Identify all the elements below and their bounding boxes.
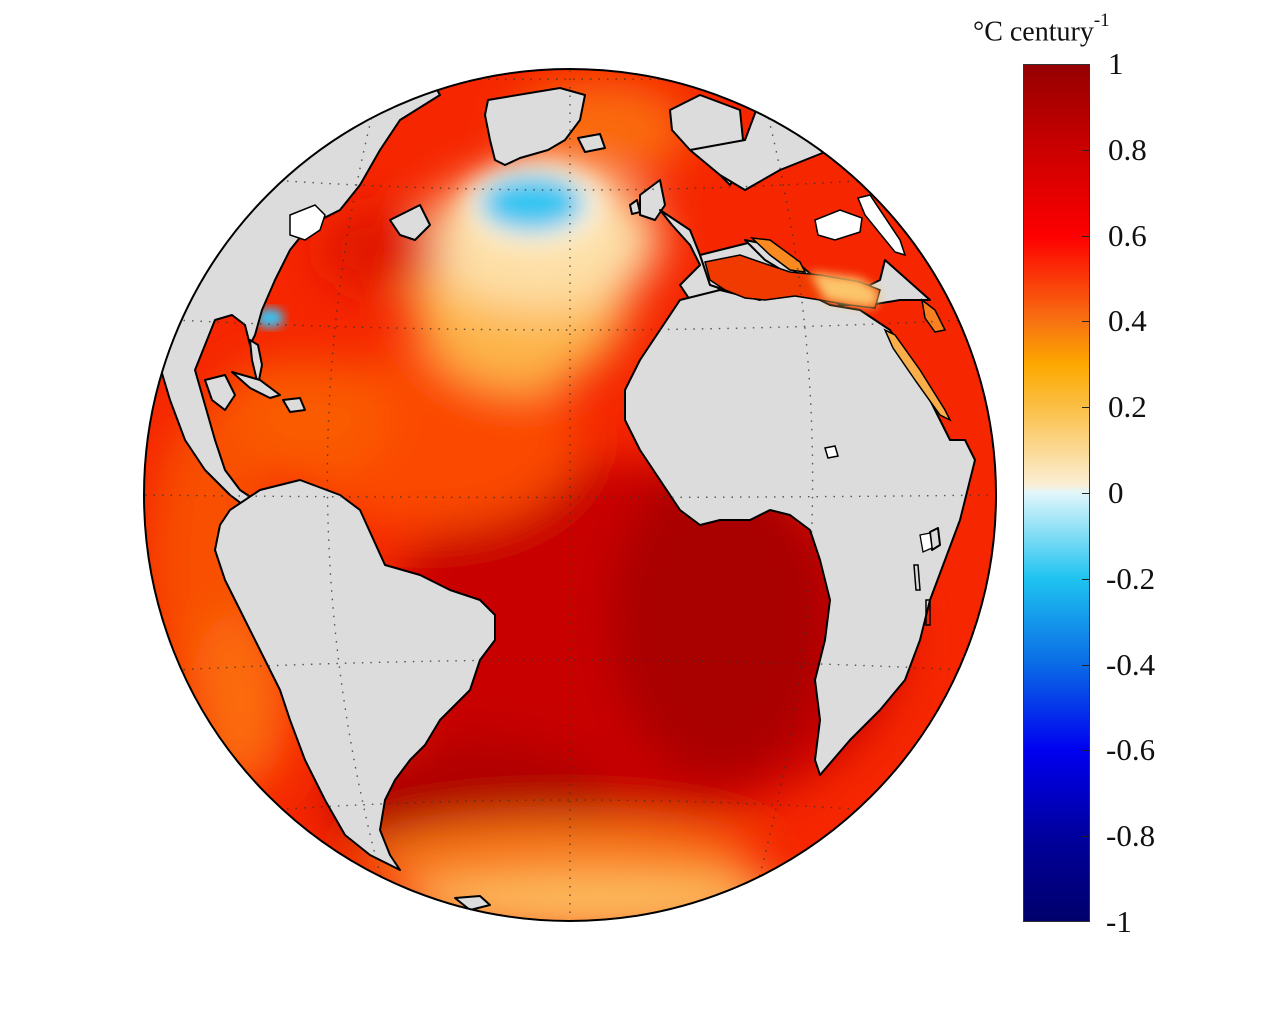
colorbar-tick-mark xyxy=(1082,578,1090,580)
caspian-sea xyxy=(856,194,907,257)
colorbar-tick-mark xyxy=(1082,321,1090,323)
colorbar-tick-label: 0.2 xyxy=(1108,389,1147,425)
colorbar xyxy=(1023,64,1090,922)
black-sea xyxy=(814,209,863,241)
colorbar-title: °C century-1 xyxy=(973,10,1110,48)
colorbar-tick-mark xyxy=(1082,493,1090,494)
colorbar-tick-label: -0.8 xyxy=(1106,818,1156,854)
colorbar-tick-mark xyxy=(1082,664,1090,666)
mediterranean-sea xyxy=(704,237,952,422)
colorbar-tick-label: 0 xyxy=(1108,475,1124,510)
colorbar-tick-label: 0.8 xyxy=(1108,131,1147,167)
great-lakes xyxy=(289,204,326,241)
colorbar-tick-mark xyxy=(1082,235,1090,237)
globe-outline xyxy=(143,68,997,922)
colorbar-unit-exponent: -1 xyxy=(1093,10,1110,31)
colorbar-tick-label: 0.4 xyxy=(1108,303,1147,339)
colorbar-unit-label: °C century xyxy=(973,16,1094,48)
colorbar-tick-label: -1 xyxy=(1106,904,1132,939)
graticule xyxy=(144,70,996,920)
colorbar-tick-mark xyxy=(1082,407,1090,409)
colorbar-tick-mark xyxy=(1082,750,1090,752)
colorbar-tick-label: 1 xyxy=(1108,46,1124,81)
colorbar-tick-label: 0.6 xyxy=(1108,217,1147,253)
lake-chad xyxy=(824,445,839,459)
colorbar-tick-label: -0.4 xyxy=(1106,646,1156,682)
colorbar-tick-label: -0.6 xyxy=(1106,732,1156,768)
colorbar-tick-mark xyxy=(1082,149,1090,151)
colorbar-tick-mark xyxy=(1082,836,1090,838)
colorbar-tick-label: -0.2 xyxy=(1106,560,1156,596)
ocean-field xyxy=(144,69,996,921)
